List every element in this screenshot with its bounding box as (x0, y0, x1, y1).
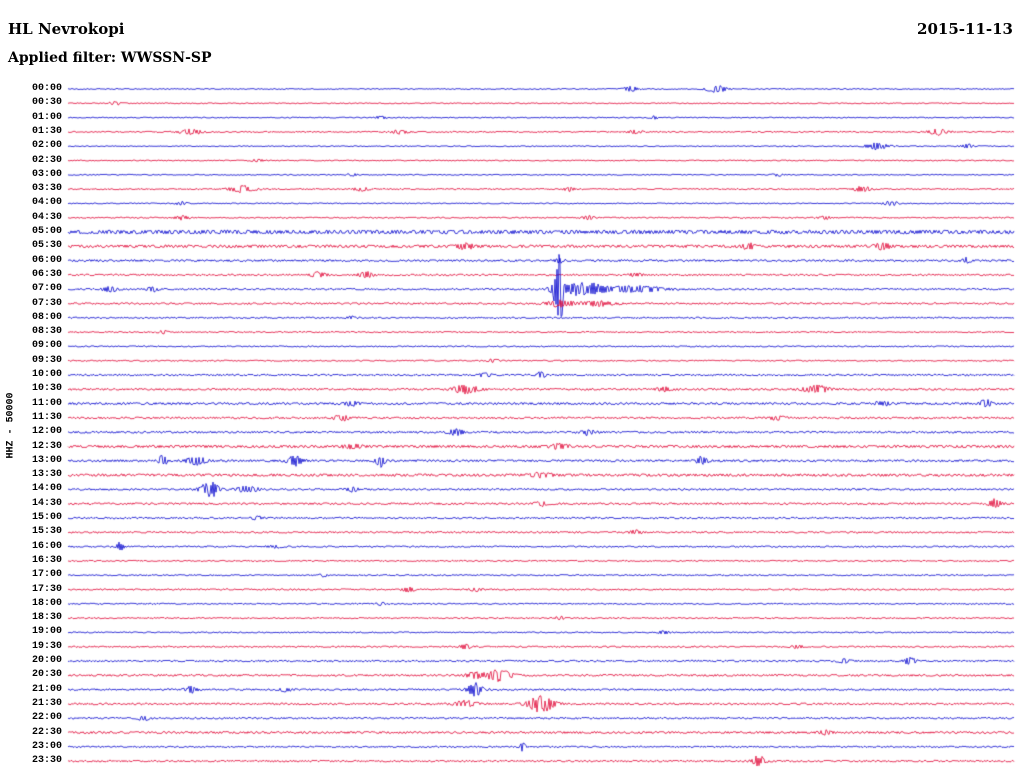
seismogram-page: HL Nevrokopi 2015-11-13 Applied filter: … (0, 0, 1024, 780)
seismogram-canvas (0, 0, 1024, 780)
